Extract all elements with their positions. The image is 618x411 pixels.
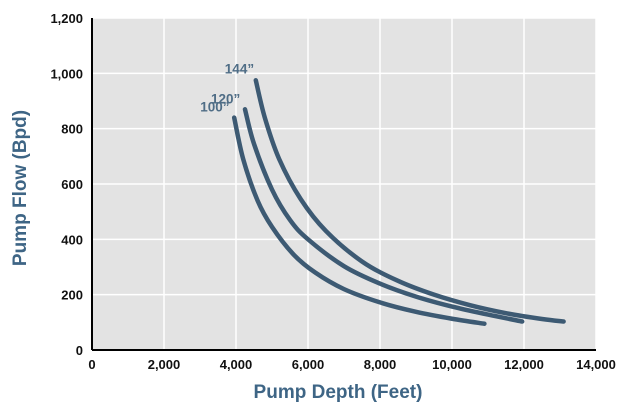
y-tick-label-4: 800 (61, 122, 83, 137)
x-tick-label-6: 12,000 (504, 357, 544, 372)
gridlines (92, 17, 597, 350)
series-lines (231, 78, 566, 326)
axes (91, 18, 596, 351)
x-tick-label-3: 6,000 (292, 357, 325, 372)
x-tick-label-2: 4,000 (220, 357, 253, 372)
x-tick-label-0: 0 (88, 357, 95, 372)
series-line-0 (231, 115, 487, 326)
series-line-2 (253, 78, 566, 324)
y-tick-label-5: 1,000 (50, 66, 83, 81)
series-labels: 100”120” 144” (200, 61, 254, 114)
series-line-1 (242, 107, 525, 324)
x-tick-label-1: 2,000 (148, 357, 181, 372)
y-tick-label-3: 600 (61, 177, 83, 192)
y-tick-label-0: 0 (76, 343, 83, 358)
series-label-2: 144” (225, 61, 254, 76)
y-tick-label-6: 1,200 (50, 11, 83, 26)
tick-labels: 0 2,000 4,000 6,000 8,000 10,000 12,000 14,000 0… (50, 11, 615, 372)
series-label-1: 120” (211, 91, 240, 106)
y-axis-title: Pump Flow (Bpd) (10, 110, 31, 266)
series-label-0: 100” (200, 100, 229, 115)
x-tick-label-7: 14,000 (576, 357, 616, 372)
x-axis-title: Pump Depth (Feet) (254, 382, 423, 403)
y-tick-label-2: 400 (61, 232, 83, 247)
x-tick-label-4: 8,000 (364, 357, 397, 372)
y-tick-label-1: 200 (61, 288, 83, 303)
x-tick-label-5: 10,000 (432, 357, 472, 372)
